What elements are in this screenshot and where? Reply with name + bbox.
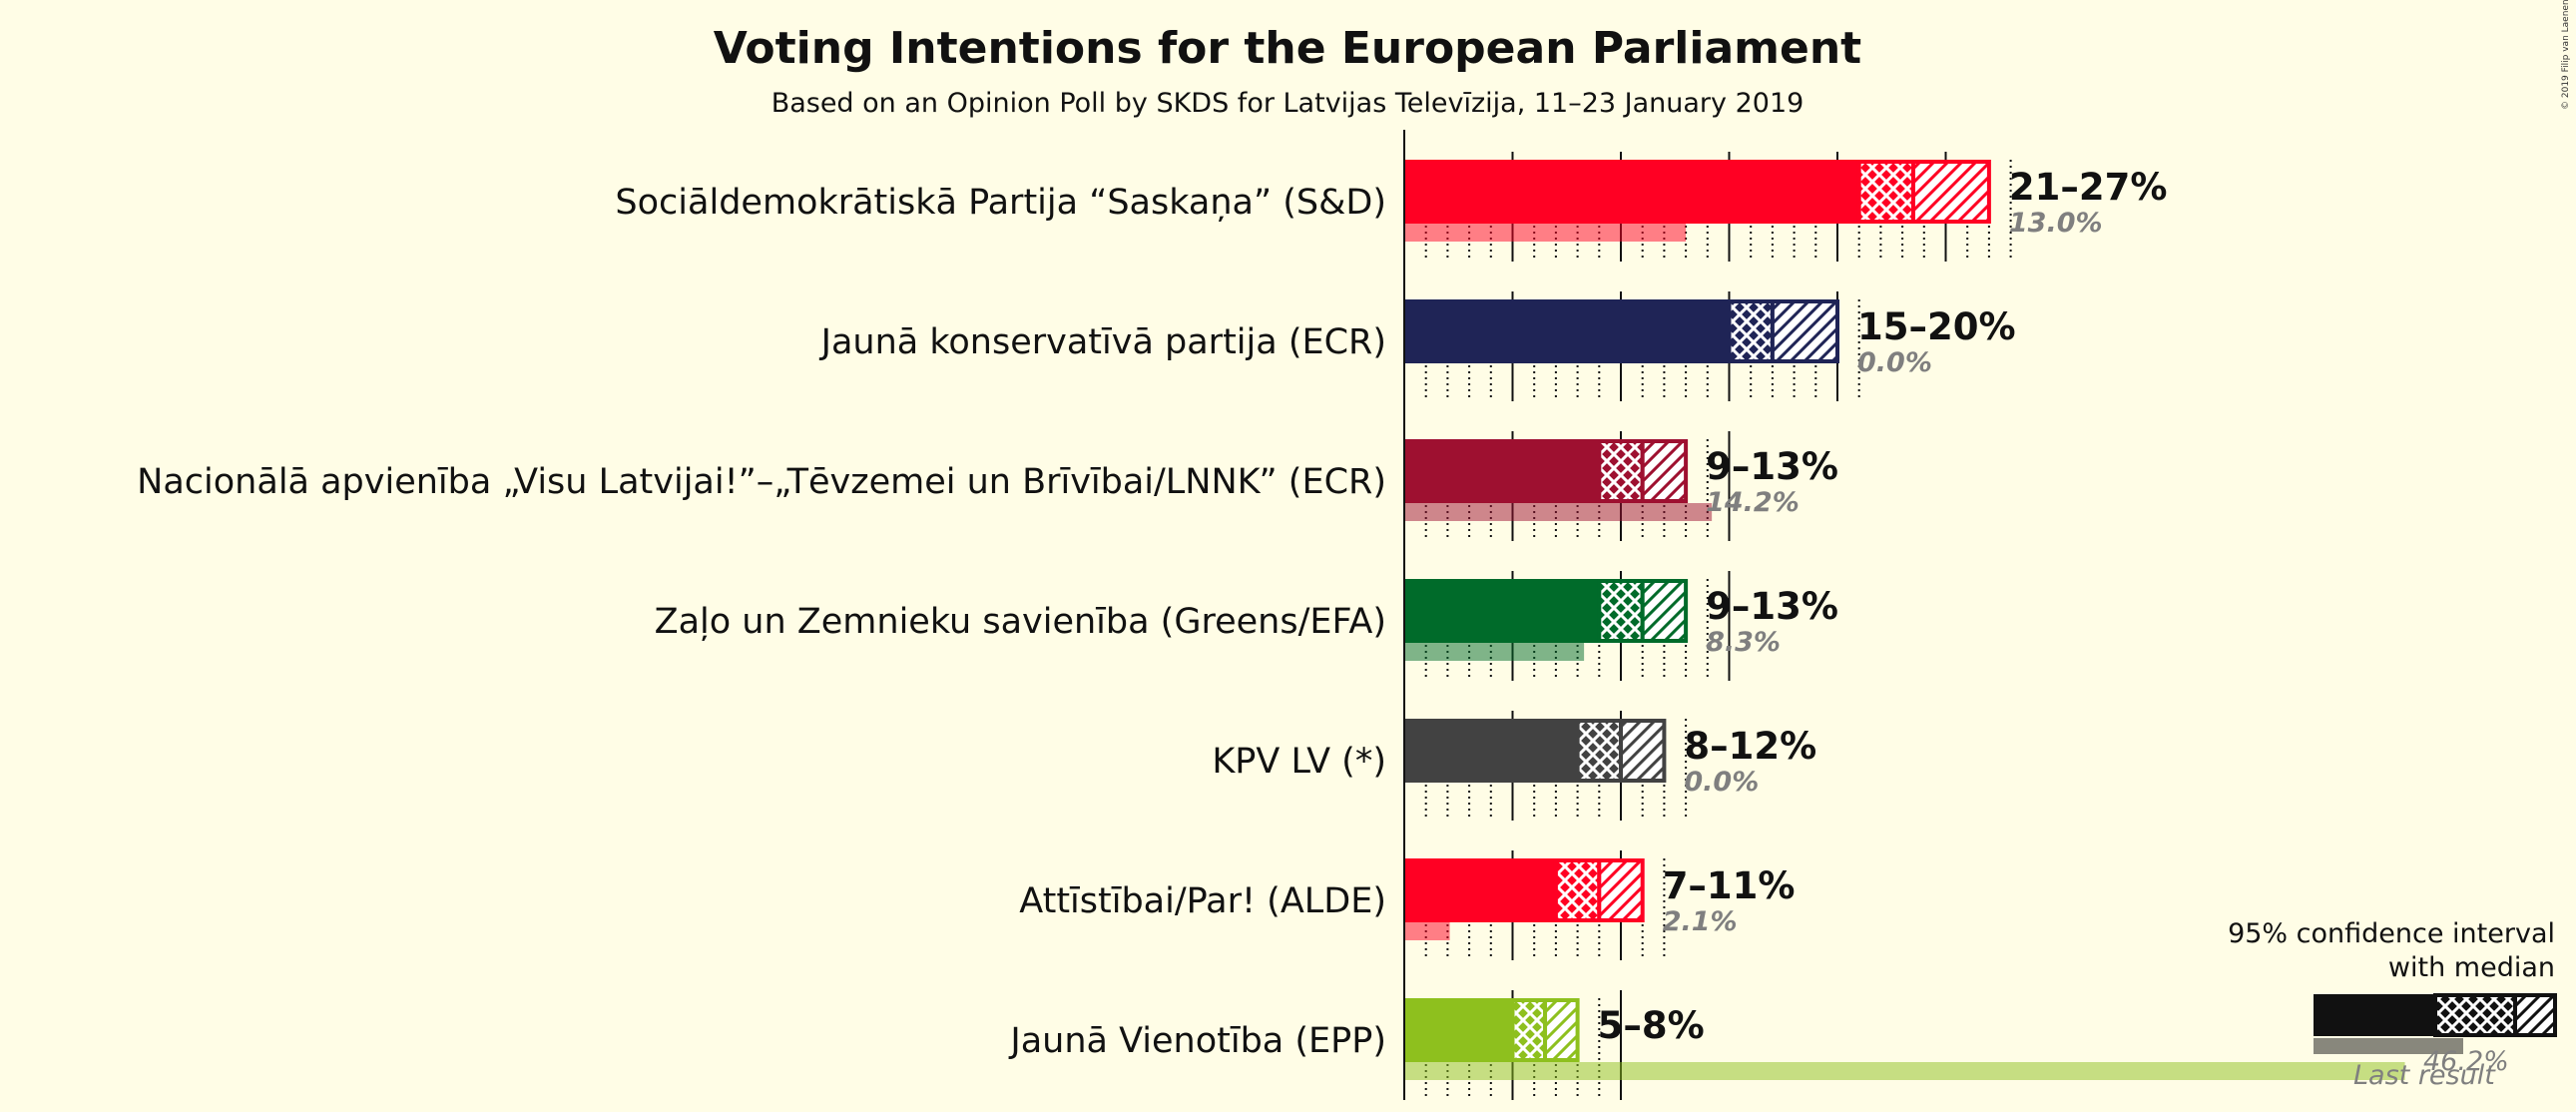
ci-upper-half: [1640, 579, 1689, 643]
range-label: 15–20%: [1857, 305, 2016, 348]
range-label: 5–8%: [1598, 1004, 1705, 1047]
ci-low-bar: [1404, 719, 1578, 783]
last-result-bar: [1404, 224, 1687, 242]
party-label: Attīstībai/Par! (ALDE): [1019, 881, 1386, 921]
ci-low-bar: [1404, 160, 1859, 224]
party-row: Jaunā Vienotība (EPP) 5–8%: [1008, 990, 2405, 1100]
party-label: Jaunā konservatīvā partija (ECR): [819, 322, 1386, 362]
legend-line-1: 95% confidence interval: [2228, 918, 2555, 949]
last-result-bar: [1404, 1062, 2405, 1080]
last-result-label: 8.3%: [1706, 627, 1781, 658]
ci-low-bar: [1404, 998, 1513, 1062]
ci-upper-half: [1597, 858, 1645, 922]
ci-upper-half: [1543, 998, 1580, 1062]
ci-low-bar: [1404, 579, 1600, 643]
ci-lower-half: [1727, 299, 1775, 363]
legend-last-bar: [2314, 1038, 2463, 1054]
ci-lower-half: [1553, 858, 1602, 922]
legend-solid: [2314, 994, 2435, 1036]
ci-lower-half: [1597, 439, 1645, 503]
last-result-label: 0.0%: [1684, 767, 1759, 798]
ci-upper-half: [1640, 439, 1689, 503]
party-row: Sociāldemokrātiskā Partija “Saskaņa” (S&…: [615, 152, 2167, 262]
range-label: 8–12%: [1684, 725, 1816, 768]
range-label: 7–11%: [1663, 864, 1796, 907]
party-label: Zaļo un Zemnieku savienība (Greens/EFA): [655, 602, 1386, 642]
range-label: 9–13%: [1706, 445, 1838, 488]
ci-lower-half: [1575, 719, 1623, 783]
party-label: Nacionālā apvienība „Visu Latvijai!”–„Tē…: [137, 462, 1386, 502]
legend-last-value: 46.2%: [2423, 1046, 2509, 1077]
party-row: Jaunā konservatīvā partija (ECR) 15–20%0.…: [819, 291, 2016, 401]
ci-low-bar: [1404, 299, 1730, 363]
last-result-label: 14.2%: [1706, 487, 1800, 518]
legend-line-2: with median: [2388, 952, 2555, 983]
ci-lower-half: [1856, 160, 1915, 224]
ci-upper-half: [1619, 719, 1667, 783]
ci-upper-half: [1770, 299, 1840, 363]
chart-subtitle: Based on an Opinion Poll by SKDS for Lat…: [772, 88, 1804, 119]
party-label: Sociāldemokrātiskā Partija “Saskaņa” (S&…: [615, 183, 1386, 223]
legend-hatch: [2513, 993, 2557, 1037]
party-label: KPV LV (*): [1212, 742, 1386, 782]
bars-group: Sociāldemokrātiskā Partija “Saskaņa” (S&…: [137, 130, 2405, 1100]
last-result-label: 13.0%: [2009, 208, 2103, 239]
ci-low-bar: [1404, 858, 1556, 922]
ci-lower-half: [1597, 579, 1645, 643]
last-result-bar: [1404, 503, 1713, 521]
party-row: Nacionālā apvienība „Visu Latvijai!”–„Tē…: [137, 431, 1838, 541]
last-result-bar: [1404, 922, 1450, 940]
ci-upper-half: [1910, 160, 1991, 224]
party-row: KPV LV (*) 8–12%0.0%: [1212, 711, 1816, 821]
legend-crosshatch: [2433, 993, 2517, 1037]
ci-lower-half: [1510, 998, 1548, 1062]
last-result-label: 2.1%: [1663, 906, 1738, 937]
last-result-bar: [1404, 643, 1585, 661]
party-label: Jaunā Vienotība (EPP): [1008, 1021, 1386, 1061]
range-label: 21–27%: [2009, 166, 2168, 209]
legend-last-result: Last result: [2353, 1060, 2496, 1091]
range-label: 9–13%: [1706, 585, 1838, 628]
party-row: Attīstībai/Par! (ALDE) 7–11%2.1%: [1019, 850, 1796, 960]
copyright: © 2019 Filip van Laenen: [2561, 0, 2571, 110]
party-row: Zaļo un Zemnieku savienība (Greens/EFA) 9…: [655, 571, 1838, 681]
chart-title: Voting Intentions for the European Parli…: [714, 23, 1861, 74]
ci-low-bar: [1404, 439, 1600, 503]
last-result-label: 0.0%: [1857, 347, 1932, 378]
